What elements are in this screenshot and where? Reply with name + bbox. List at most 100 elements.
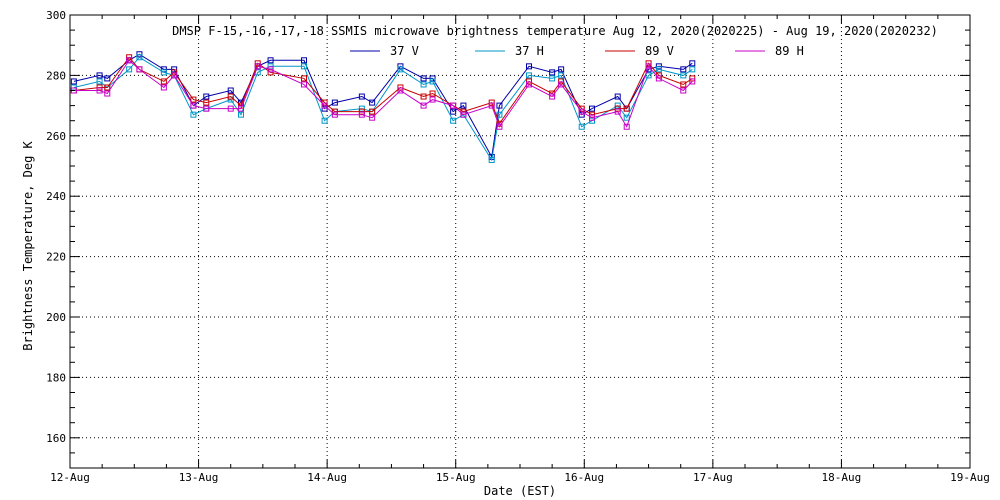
- data-point: [301, 63, 307, 70]
- data-point: [496, 111, 503, 118]
- data-point: [397, 87, 404, 94]
- data-point: [358, 111, 365, 118]
- data-point: [549, 75, 556, 82]
- data-point: [645, 63, 652, 70]
- data-point: [397, 66, 404, 73]
- data-point: [496, 102, 503, 109]
- data-point: [321, 117, 328, 124]
- data-point: [578, 108, 585, 115]
- y-tick-label: 240: [46, 190, 66, 203]
- data-point: [488, 102, 495, 109]
- data-point: [267, 63, 274, 70]
- data-point: [227, 93, 234, 100]
- data-point: [190, 111, 197, 118]
- y-tick-label: 300: [46, 9, 66, 22]
- data-point: [331, 99, 338, 106]
- y-tick-label: 260: [46, 130, 66, 143]
- y-tick-label: 200: [46, 311, 66, 324]
- series-37-h: [70, 54, 696, 163]
- legend-label: 37 H: [515, 44, 544, 58]
- data-point: [680, 81, 687, 88]
- x-tick-label: 17-Aug: [693, 471, 733, 484]
- data-point: [96, 78, 103, 85]
- series-89-h: [70, 57, 696, 130]
- data-point: [526, 63, 532, 70]
- data-point: [420, 75, 427, 82]
- data-point: [227, 105, 234, 112]
- data-point: [420, 81, 427, 88]
- data-point: [104, 84, 111, 91]
- data-point: [136, 66, 143, 73]
- data-point: [358, 93, 365, 100]
- data-point: [429, 78, 436, 85]
- data-point: [589, 114, 595, 121]
- series-line: [73, 56, 693, 125]
- data-point: [369, 108, 376, 115]
- data-point: [96, 84, 103, 91]
- data-point: [126, 66, 133, 73]
- y-axis-title: Brightness Temperature, Deg K: [21, 140, 35, 350]
- legend: 37 V 37 H 89 V 89 H: [350, 44, 804, 58]
- chart-title: DMSP F-15,-16,-17,-18 SSMIS microwave br…: [172, 24, 938, 38]
- grid-layer: [70, 15, 970, 468]
- y-tick-label: 220: [46, 251, 66, 264]
- data-point: [450, 102, 457, 109]
- data-point: [496, 123, 503, 130]
- series-37-v: [70, 51, 696, 160]
- data-point: [689, 78, 696, 85]
- data-point: [645, 72, 652, 79]
- data-point: [301, 57, 307, 64]
- series-layer: [70, 51, 696, 163]
- data-point: [203, 93, 210, 100]
- data-point: [227, 87, 234, 94]
- data-point: [460, 111, 467, 118]
- data-point: [680, 72, 687, 79]
- legend-label: 89 V: [645, 44, 674, 58]
- data-point: [104, 75, 111, 82]
- data-point: [238, 105, 244, 112]
- data-point: [136, 54, 143, 61]
- data-point: [558, 72, 565, 79]
- data-point: [104, 90, 111, 97]
- data-point: [558, 66, 565, 73]
- data-point: [680, 87, 687, 94]
- data-point: [331, 111, 338, 118]
- data-point: [549, 93, 556, 100]
- data-point: [126, 57, 133, 64]
- legend-label: 37 V: [390, 44, 419, 58]
- x-tick-label: 18-Aug: [822, 471, 862, 484]
- data-point: [160, 84, 167, 91]
- data-point: [614, 108, 621, 115]
- data-point: [369, 99, 376, 106]
- data-point: [420, 93, 427, 100]
- data-point: [190, 96, 197, 103]
- data-point: [429, 90, 436, 97]
- x-tick-label: 14-Aug: [307, 471, 347, 484]
- data-point: [203, 99, 210, 106]
- data-point: [369, 114, 376, 121]
- x-tick-label: 15-Aug: [436, 471, 476, 484]
- series-89-v: [70, 54, 696, 127]
- data-point: [254, 63, 261, 70]
- data-point: [689, 60, 696, 67]
- data-point: [689, 75, 696, 82]
- data-point: [238, 111, 244, 118]
- data-point: [526, 72, 532, 79]
- data-point: [160, 78, 167, 85]
- data-point: [70, 84, 77, 91]
- data-point: [589, 105, 595, 112]
- data-point: [429, 96, 436, 103]
- y-tick-label: 280: [46, 69, 66, 82]
- x-tick-label: 13-Aug: [179, 471, 219, 484]
- data-point: [655, 63, 662, 70]
- data-point: [549, 69, 556, 76]
- data-point: [680, 66, 687, 73]
- data-point: [578, 123, 585, 130]
- data-point: [203, 105, 210, 112]
- data-point: [160, 69, 167, 76]
- data-point: [301, 81, 307, 88]
- data-point: [96, 72, 103, 79]
- data-point: [488, 156, 495, 163]
